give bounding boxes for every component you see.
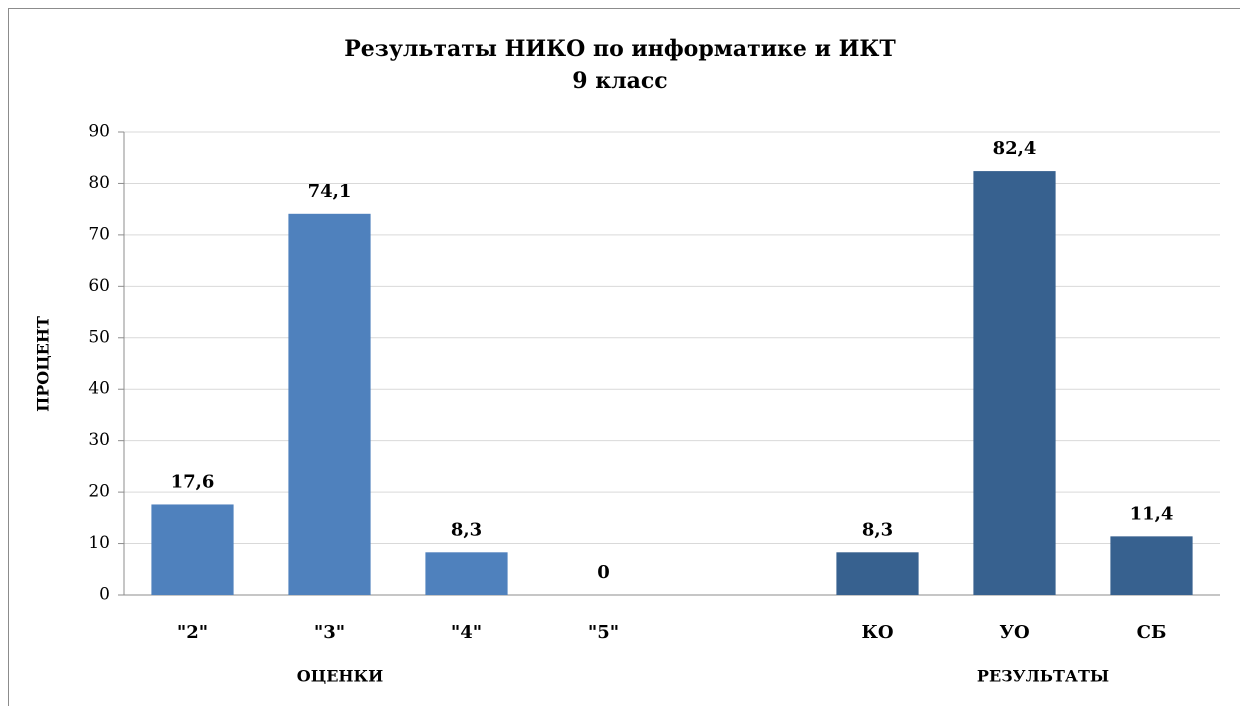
- bar: [836, 552, 919, 595]
- chart-title: Результаты НИКО по информатике и ИКТ: [344, 36, 896, 62]
- bar: [288, 213, 371, 595]
- x-tick-label: "2": [177, 622, 208, 643]
- data-label: 8,3: [451, 519, 482, 540]
- x-tick-label: "5": [588, 622, 619, 643]
- y-tick-label: 70: [88, 224, 110, 244]
- bar: [151, 504, 234, 595]
- y-tick-label: 50: [88, 327, 110, 347]
- group-label: РЕЗУЛЬТАТЫ: [977, 667, 1109, 686]
- x-tick-label: КО: [861, 622, 893, 643]
- y-tick-label: 30: [88, 430, 110, 450]
- data-label: 82,4: [993, 138, 1037, 159]
- x-tick-label: "4": [451, 622, 482, 643]
- data-label: 11,4: [1130, 503, 1174, 524]
- y-tick-label: 40: [88, 379, 110, 399]
- chart-subtitle: 9 класс: [572, 68, 667, 94]
- x-tick-label: СБ: [1137, 622, 1167, 643]
- y-tick-label: 60: [88, 276, 110, 296]
- y-tick-label: 20: [88, 482, 110, 502]
- data-label: 0: [597, 562, 610, 583]
- data-label: 74,1: [308, 181, 352, 202]
- y-tick-label: 0: [99, 585, 110, 605]
- data-label: 8,3: [862, 519, 893, 540]
- y-tick-label: 80: [88, 173, 110, 193]
- group-label: ОЦЕНКИ: [297, 667, 383, 686]
- y-tick-label: 90: [88, 122, 110, 142]
- x-tick-label: "3": [314, 622, 345, 643]
- y-tick-label: 10: [88, 533, 110, 553]
- data-label: 17,6: [171, 471, 215, 492]
- y-axis-label: ПРОЦЕНТ: [34, 316, 53, 412]
- x-tick-label: УО: [999, 622, 1029, 643]
- bar: [1110, 536, 1193, 595]
- bar: [425, 552, 508, 595]
- bar: [973, 171, 1056, 595]
